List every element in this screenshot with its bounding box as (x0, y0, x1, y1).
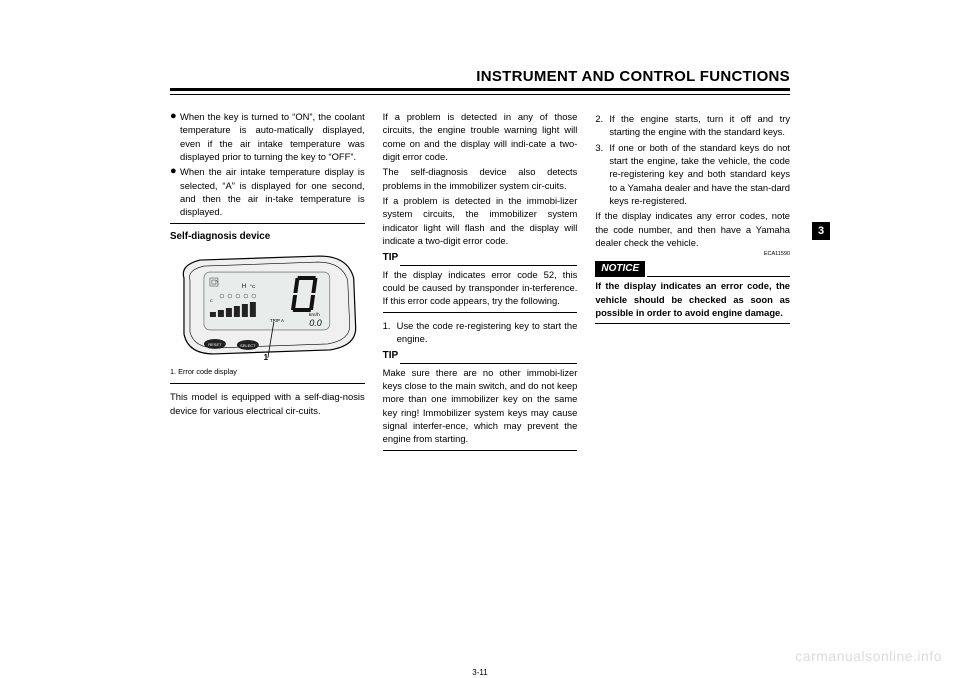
notice-body: If the display indicates an error code, … (595, 279, 790, 319)
step-text: Use the code re-registering key to start… (397, 319, 578, 346)
tip-label: TIP (383, 251, 399, 265)
separator (595, 323, 790, 324)
body-text: The self-diagnosis device also detects p… (383, 165, 578, 192)
separator (170, 383, 365, 384)
text-columns: ● When the key is turned to “ON”, the co… (170, 110, 790, 457)
page-number: 3-11 (472, 668, 487, 677)
lcd-odo: 0.0 (309, 318, 321, 328)
separator (170, 223, 365, 224)
step-number: 1. (383, 319, 397, 346)
notice-rule (647, 265, 790, 277)
section-heading: Self-diagnosis device (170, 230, 365, 244)
tip-block: TIP Make sure there are no other immobi-… (383, 349, 578, 445)
tip-body: Make sure there are no other immobi-lize… (383, 366, 578, 446)
bullet-text: When the key is turned to “ON”, the cool… (180, 110, 365, 163)
reference-code: ECA11590 (595, 251, 790, 259)
notice-header: NOTICE (595, 261, 790, 277)
bullet-item: ● When the air intake temperature displa… (170, 165, 365, 218)
bullet-item: ● When the key is turned to “ON”, the co… (170, 110, 365, 163)
body-text: This model is equipped with a self-diag-… (170, 390, 365, 417)
tip-block: TIP If the display indicates error code … (383, 251, 578, 307)
column-2: If a problem is detected in any of those… (383, 110, 578, 457)
numbered-step: 2. If the engine starts, turn it off and… (595, 112, 790, 139)
dashboard-figure: H °C C (170, 250, 365, 360)
column-3: 2. If the engine starts, turn it off and… (595, 110, 790, 457)
body-text: If a problem is detected in any of those… (383, 110, 578, 163)
numbered-step: 1. Use the code re-registering key to st… (383, 319, 578, 346)
tip-rule (400, 255, 577, 266)
bullet-text: When the air intake temperature display … (180, 165, 365, 218)
bullet-icon: ● (170, 110, 180, 163)
step-text: If the engine starts, turn it off and tr… (609, 112, 790, 139)
header-rule-thin (170, 94, 790, 95)
notice-label: NOTICE (595, 261, 645, 277)
lcd-trip: TRIP A (270, 318, 284, 323)
figure-caption: 1. Error code display (170, 367, 365, 377)
separator (383, 312, 578, 313)
page-content: 3 ● When the key is turned to “ON”, the … (170, 110, 790, 580)
step-number: 3. (595, 141, 609, 208)
svg-text:C: C (210, 298, 213, 303)
lcd-temp-unit: °C (250, 284, 256, 290)
tip-label: TIP (383, 349, 399, 363)
column-1: ● When the key is turned to “ON”, the co… (170, 110, 365, 457)
step-text: If one or both of the standard keys do n… (609, 141, 790, 208)
select-button-label: SELECT (240, 343, 256, 348)
page-header: INSTRUMENT AND CONTROL FUNCTIONS (170, 68, 790, 85)
header-rule-thick (170, 88, 790, 91)
callout-1: 1 (264, 353, 269, 360)
numbered-step: 3. If one or both of the standard keys d… (595, 141, 790, 208)
reset-button-label: RESET (208, 342, 222, 347)
watermark: carmanualsonline.info (795, 648, 942, 664)
step-number: 2. (595, 112, 609, 139)
tip-rule (400, 353, 577, 364)
section-tab: 3 (812, 222, 830, 240)
body-text: If a problem is detected in the immobi-l… (383, 194, 578, 247)
lcd-temp-h: H (242, 284, 246, 290)
separator (383, 450, 578, 451)
tip-body: If the display indicates error code 52, … (383, 268, 578, 308)
bullet-icon: ● (170, 165, 180, 218)
body-text: If the display indicates any error codes… (595, 209, 790, 249)
